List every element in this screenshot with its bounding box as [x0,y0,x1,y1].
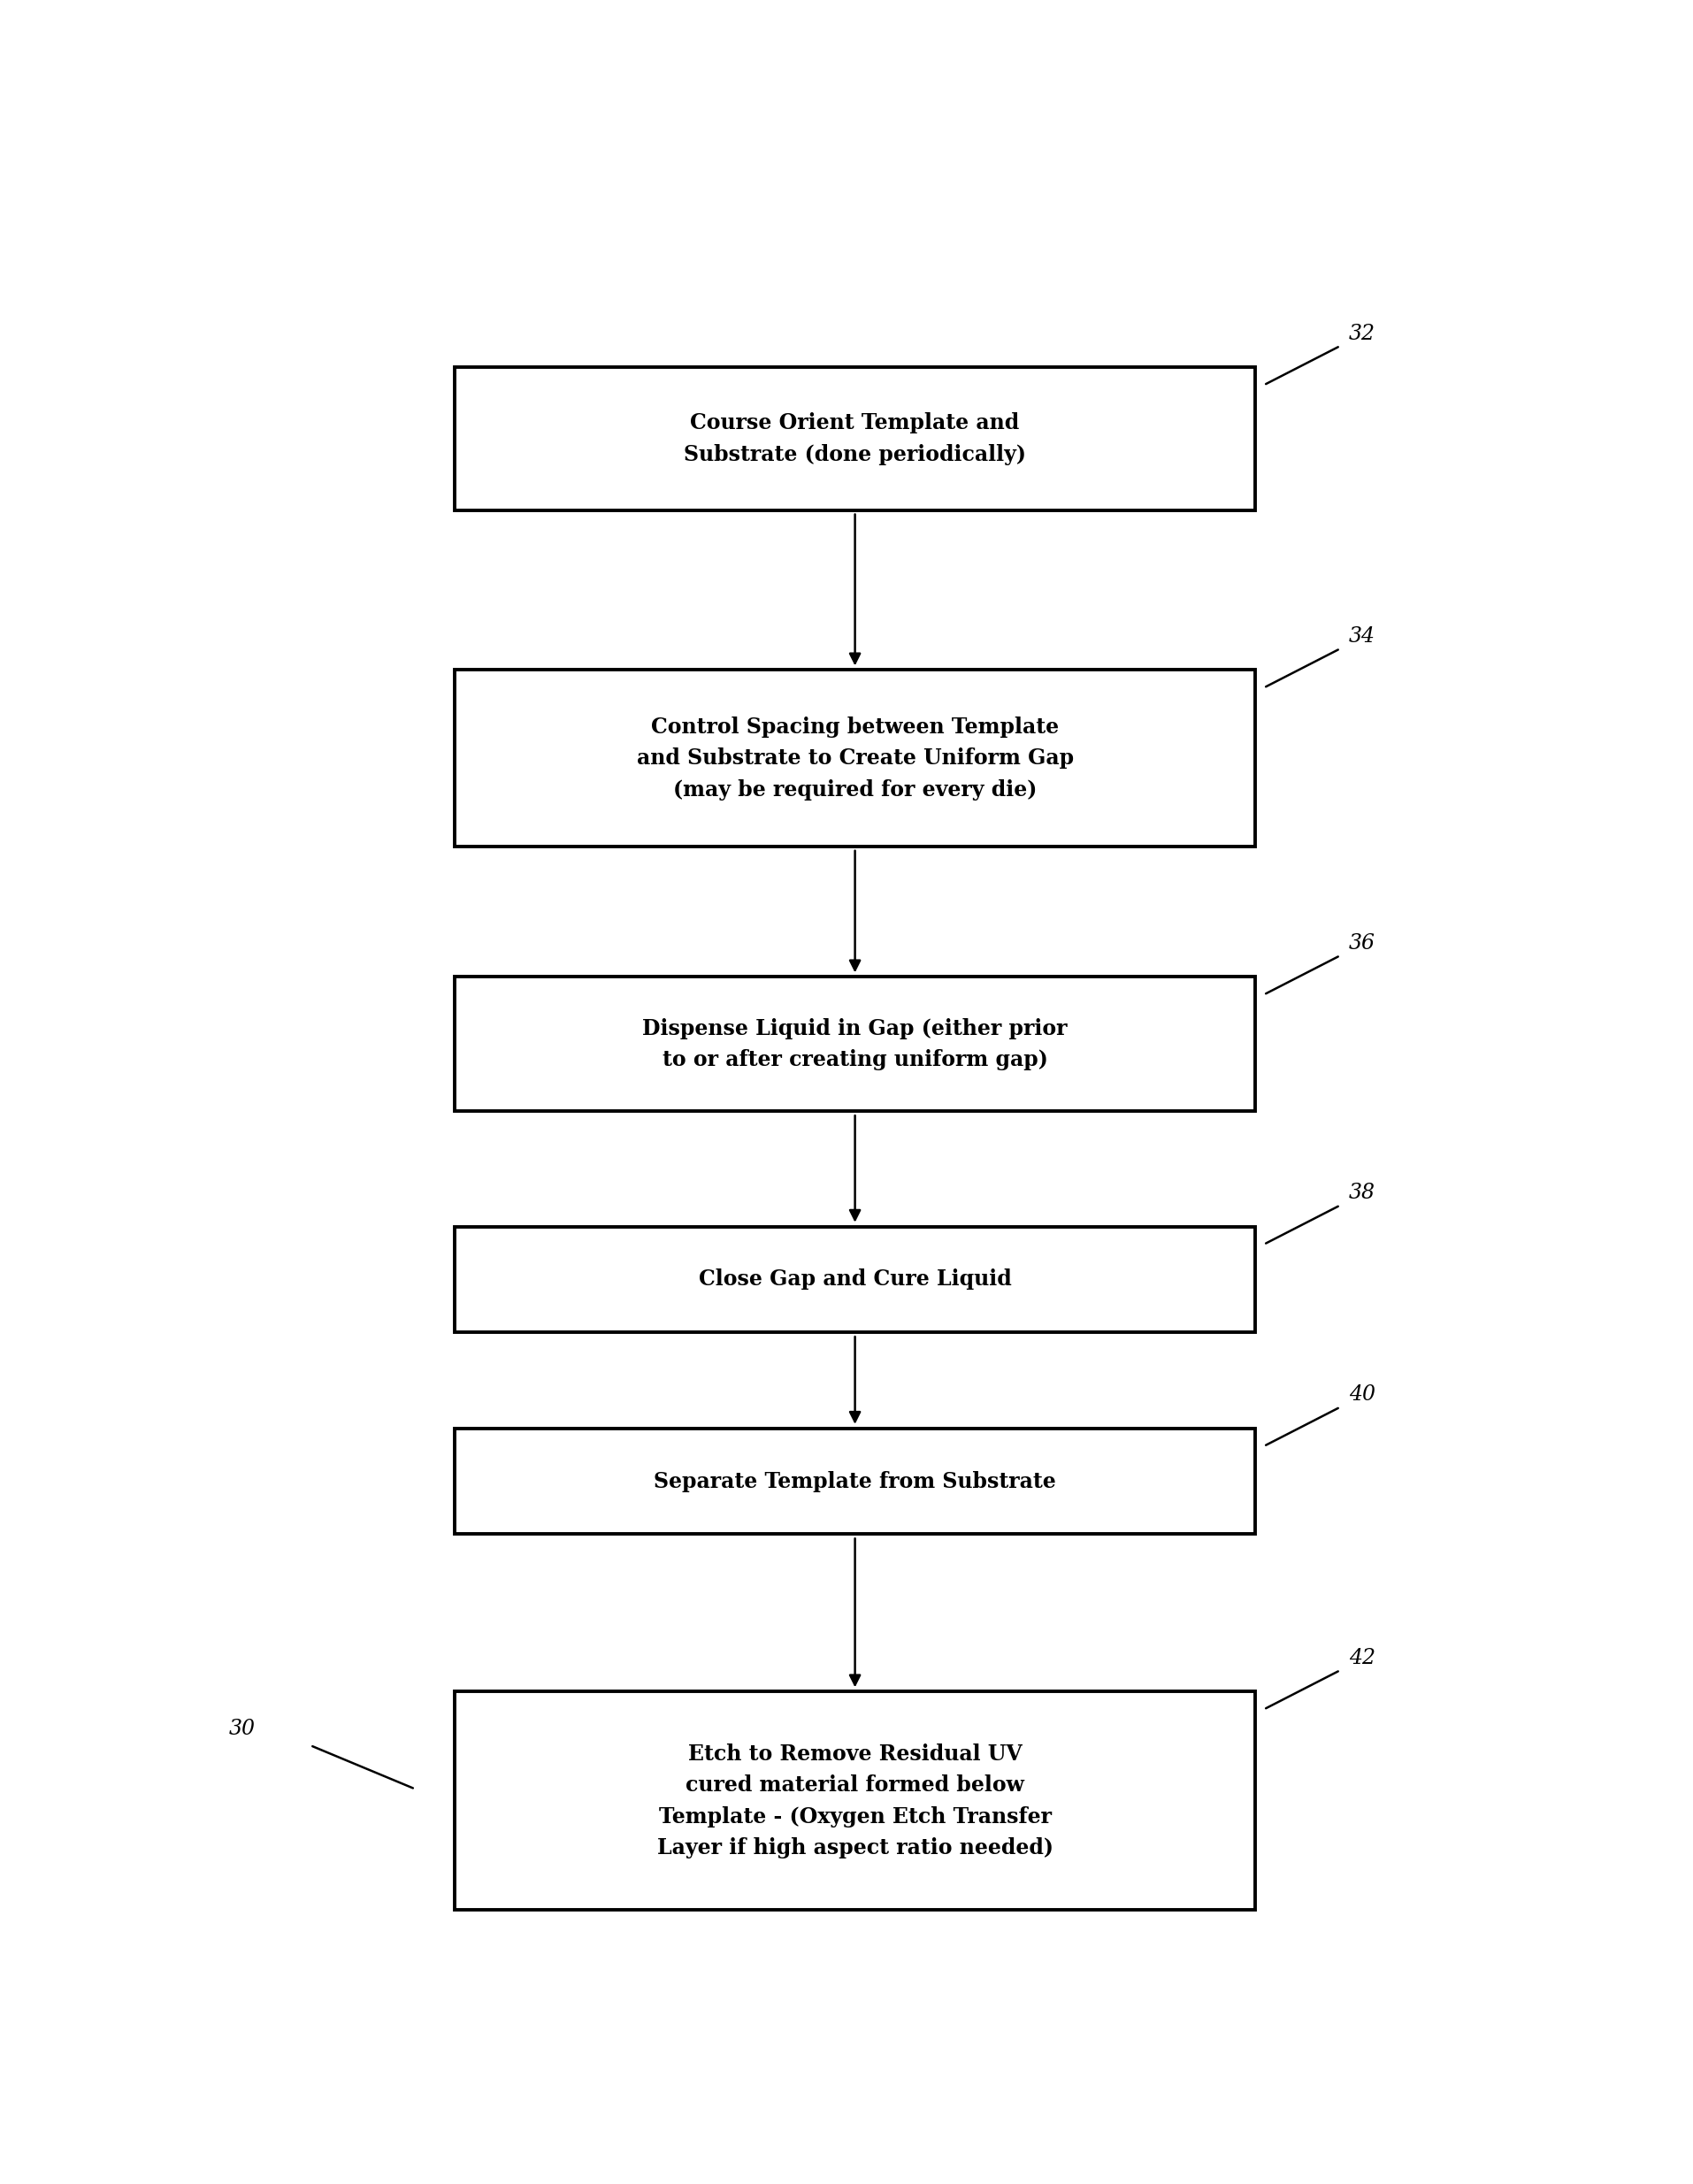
FancyBboxPatch shape [454,670,1255,847]
Text: 42: 42 [1348,1647,1375,1669]
Text: Course Orient Template and
Substrate (done periodically): Course Orient Template and Substrate (do… [684,413,1026,465]
Text: Separate Template from Substrate: Separate Template from Substrate [653,1470,1055,1492]
FancyBboxPatch shape [454,1227,1255,1332]
Text: 34: 34 [1348,627,1375,646]
Text: 30: 30 [229,1719,256,1738]
Text: Close Gap and Cure Liquid: Close Gap and Cure Liquid [698,1269,1011,1291]
Text: 38: 38 [1348,1184,1375,1203]
FancyBboxPatch shape [454,976,1255,1112]
Text: Dispense Liquid in Gap (either prior
to or after creating uniform gap): Dispense Liquid in Gap (either prior to … [642,1018,1067,1070]
FancyBboxPatch shape [454,1428,1255,1535]
Text: Control Spacing between Template
and Substrate to Create Uniform Gap
(may be req: Control Spacing between Template and Sub… [637,716,1073,799]
Text: 36: 36 [1348,933,1375,954]
Text: Etch to Remove Residual UV
cured material formed below
Template - (Oxygen Etch T: Etch to Remove Residual UV cured materia… [657,1743,1053,1859]
Text: 32: 32 [1348,323,1375,343]
FancyBboxPatch shape [454,367,1255,511]
Text: 40: 40 [1348,1385,1375,1404]
FancyBboxPatch shape [454,1690,1255,1911]
